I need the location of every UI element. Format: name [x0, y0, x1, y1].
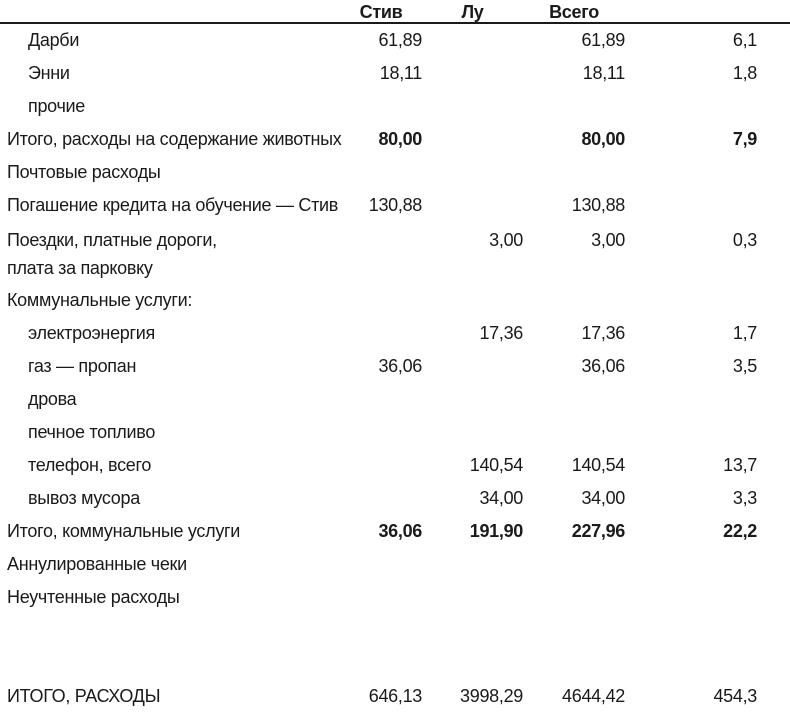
- value-col4: 1,7: [732, 323, 757, 343]
- value-col3: 61,89: [581, 30, 625, 50]
- value-col3: 130,88: [571, 195, 626, 215]
- value-col2: 191,90: [469, 521, 524, 541]
- row-label-line1: Итого, коммунальные услуги: [7, 521, 241, 541]
- value-col4: 13,7: [723, 455, 757, 475]
- value-col2: 140,54: [469, 455, 524, 475]
- row-label: Погашение кредита на обучение — Стив: [0, 195, 340, 216]
- table-row: Поездки, платные дороги, плата за парковк…: [0, 222, 790, 284]
- value-col2: 3998,29: [460, 686, 523, 706]
- row-label: Энни: [0, 63, 340, 84]
- table-body: Дарби 61,89 61,89 6,1 Энни 18,11 18,11 1,8 прочи…: [0, 24, 790, 713]
- table-row: электроэнергия 17,36 17,36 1,7: [0, 317, 790, 350]
- table-row: ИТОГО, РАСХОДЫ 646,13 3998,29 4644,42 454,3: [0, 680, 790, 713]
- value-col3: 140,54: [571, 455, 626, 475]
- table-row: Аннулированные чеки: [0, 548, 790, 581]
- value-col2: 34,00: [479, 488, 523, 508]
- value-col1: 646,13: [368, 686, 423, 706]
- row-label-line1: Поездки, платные дороги,: [7, 230, 217, 250]
- value-col3: 34,00: [581, 488, 625, 508]
- value-col4: 0,3: [732, 230, 757, 250]
- table-row: телефон, всего 140,54 140,54 13,7: [0, 449, 790, 482]
- table-row: Энни 18,11 18,11 1,8: [0, 57, 790, 90]
- table-row: Итого, расходы на содержание животных 80,…: [0, 123, 790, 156]
- header-col-steve: Стив: [359, 2, 403, 22]
- row-label-line1: вывоз мусора: [28, 488, 140, 508]
- row-label: Почтовые расходы: [0, 162, 340, 183]
- row-label: Итого, расходы на содержание животных: [0, 129, 342, 150]
- value-col4: 1,8: [732, 63, 757, 83]
- table-row: дрова: [0, 383, 790, 416]
- row-label: Итого, коммунальные услуги: [0, 521, 340, 542]
- table-row: Коммунальные услуги:: [0, 284, 790, 317]
- header-col-lou: Лу: [461, 2, 484, 22]
- row-label-line1: Почтовые расходы: [7, 162, 161, 182]
- row-label-line1: Неучтенные расходы: [7, 587, 180, 607]
- value-col3: 17,36: [581, 323, 625, 343]
- value-col3: 3,00: [591, 230, 625, 250]
- value-col4: 454,3: [713, 686, 757, 706]
- row-label-line1: печное топливо: [28, 422, 156, 442]
- row-label: Поездки, платные дороги, плата за парковк…: [0, 226, 340, 282]
- row-label: Аннулированные чеки: [0, 554, 340, 575]
- row-label-line1: электроэнергия: [28, 323, 155, 343]
- row-label: Коммунальные услуги:: [0, 290, 340, 311]
- table-row: Почтовые расходы: [0, 156, 790, 189]
- value-col1: 61,89: [378, 30, 422, 50]
- value-col4: 3,5: [732, 356, 757, 376]
- value-col3: 80,00: [581, 129, 625, 149]
- row-label: дрова: [0, 389, 340, 410]
- row-label-line1: дрова: [28, 389, 77, 409]
- row-label: Дарби: [0, 30, 340, 51]
- value-col2: 3,00: [489, 230, 523, 250]
- value-col4: 3,3: [732, 488, 757, 508]
- table-row: Неучтенные расходы: [0, 581, 790, 614]
- table-row: вывоз мусора 34,00 34,00 3,3: [0, 482, 790, 515]
- row-label-line1: Дарби: [28, 30, 80, 50]
- value-col4: 7,9: [732, 129, 757, 149]
- row-label-line1: Погашение кредита на обучение — Стив: [7, 195, 339, 215]
- row-label-line1: Аннулированные чеки: [7, 554, 187, 574]
- value-col3: 227,96: [571, 521, 626, 541]
- row-label-line1: Коммунальные услуги:: [7, 290, 193, 310]
- table-row: прочие: [0, 90, 790, 123]
- row-label-line1: Итого, расходы на содержание животных: [7, 129, 342, 149]
- header-col-total: Всего: [549, 2, 599, 22]
- row-label: телефон, всего: [0, 455, 340, 476]
- value-col3: 4644,42: [562, 686, 625, 706]
- value-col3: 36,06: [581, 356, 625, 376]
- value-col1: 80,00: [378, 129, 422, 149]
- row-label-line2: плата за парковку: [7, 258, 153, 278]
- table-row: газ — пропан 36,06 36,06 3,5: [0, 350, 790, 383]
- row-label-line1: телефон, всего: [28, 455, 152, 475]
- row-label-line1: ИТОГО, РАСХОДЫ: [7, 686, 161, 706]
- row-label: газ — пропан: [0, 356, 340, 377]
- value-col4: 22,2: [723, 521, 757, 541]
- row-label-line1: прочие: [28, 96, 86, 116]
- spacer-row: [0, 614, 790, 680]
- table-row: Итого, коммунальные услуги 36,06 191,90 227…: [0, 515, 790, 548]
- value-col1: 36,06: [378, 356, 422, 376]
- value-col4: 6,1: [732, 30, 757, 50]
- row-label: Неучтенные расходы: [0, 587, 340, 608]
- value-col1: 130,88: [368, 195, 423, 215]
- row-label: прочие: [0, 96, 340, 117]
- row-label: вывоз мусора: [0, 488, 340, 509]
- row-label: ИТОГО, РАСХОДЫ: [0, 686, 340, 707]
- table-row: Погашение кредита на обучение — Стив 130,…: [0, 189, 790, 222]
- value-col3: 18,11: [582, 63, 626, 83]
- value-col2: 17,36: [479, 323, 523, 343]
- row-label-line1: газ — пропан: [28, 356, 137, 376]
- table-header-row: Стив Лу Всего: [0, 2, 790, 24]
- row-label: электроэнергия: [0, 323, 340, 344]
- row-label: печное топливо: [0, 422, 340, 443]
- value-col1: 18,11: [379, 63, 423, 83]
- row-label-line1: Энни: [28, 63, 70, 83]
- value-col1: 36,06: [378, 521, 422, 541]
- table-row: печное топливо: [0, 416, 790, 449]
- table-row: Дарби 61,89 61,89 6,1: [0, 24, 790, 57]
